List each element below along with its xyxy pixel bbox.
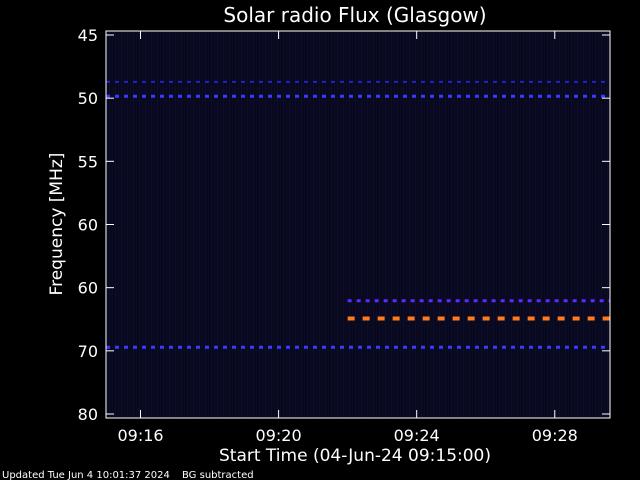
y-tick-label: 50	[78, 89, 98, 108]
x-tick-label: 09:16	[117, 426, 163, 445]
y-tick-label: 80	[78, 405, 98, 424]
footer-note: BG subtracted	[182, 470, 254, 480]
x-axis-label: Start Time (04-Jun-24 09:15:00)	[219, 446, 491, 466]
y-tick-label: 60	[78, 279, 98, 298]
chart-title: Solar radio Flux (Glasgow)	[223, 3, 486, 27]
footer-updated: Updated Tue Jun 4 10:01:37 2024	[2, 470, 170, 480]
y-tick-label: 60	[78, 216, 98, 235]
x-axis-ticks: 09:16 09:20 09:24 09:28	[117, 31, 578, 445]
x-tick-label: 09:20	[256, 426, 302, 445]
plot-area	[105, 30, 611, 419]
spectrogram-background	[106, 31, 610, 418]
y-tick-label: 70	[78, 342, 98, 361]
y-axis-ticks: 45 50 55 60 60 70 80	[78, 26, 610, 424]
y-tick-label: 55	[78, 152, 98, 171]
x-tick-label: 09:28	[532, 426, 578, 445]
emission-features	[106, 80, 610, 349]
y-axis-label: Frequency [MHz]	[47, 153, 67, 296]
x-tick-label: 09:24	[394, 426, 440, 445]
y-tick-label: 45	[78, 26, 98, 45]
